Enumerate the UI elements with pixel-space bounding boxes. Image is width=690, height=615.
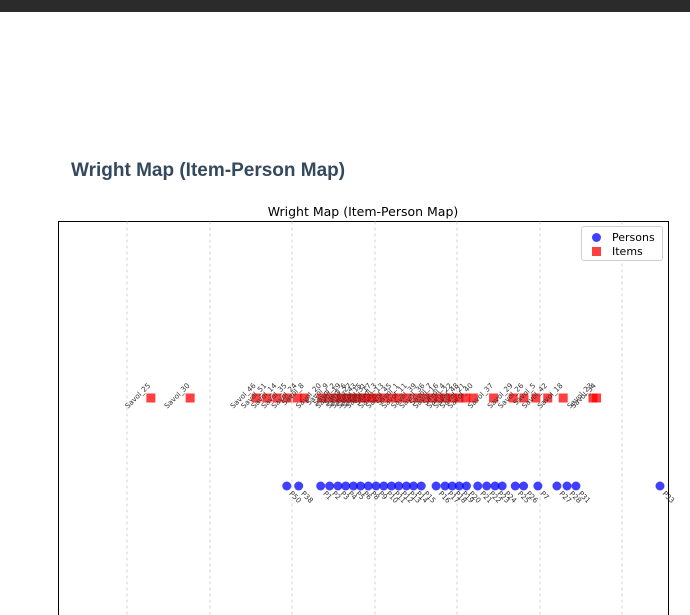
item-marker [185, 393, 195, 403]
item-marker [262, 393, 272, 403]
item-marker [448, 393, 458, 403]
person-marker [294, 481, 304, 491]
person-marker [409, 481, 419, 491]
item-marker [543, 393, 553, 403]
person-marker [379, 481, 389, 491]
item-marker [434, 393, 444, 403]
item-marker [394, 393, 404, 403]
person-marker [356, 481, 366, 491]
item-marker [299, 393, 309, 403]
item-marker [342, 393, 352, 403]
plot-frame [58, 221, 669, 615]
person-marker [454, 481, 464, 491]
person-marker [571, 481, 581, 491]
item-marker [292, 393, 302, 403]
person-marker [440, 481, 450, 491]
person-marker [461, 481, 471, 491]
item-marker [357, 393, 367, 403]
person-marker [490, 481, 500, 491]
person-marker [282, 481, 292, 491]
person-marker [655, 481, 665, 491]
item-marker [347, 393, 357, 403]
item-marker [468, 393, 478, 403]
item-marker [282, 393, 292, 403]
item-marker [592, 393, 602, 403]
item-marker [362, 393, 372, 403]
person-marker [473, 481, 483, 491]
item-marker [352, 393, 362, 403]
item-marker [412, 393, 422, 403]
person-marker [533, 481, 543, 491]
person-marker [416, 481, 426, 491]
item-marker [440, 393, 450, 403]
chart-legend: Persons Items [581, 226, 663, 261]
person-marker [552, 481, 562, 491]
item-marker [324, 393, 334, 403]
legend-entry-items: Items [582, 244, 643, 258]
legend-label-persons: Persons [612, 230, 655, 244]
item-marker [489, 393, 499, 403]
item-marker [427, 393, 437, 403]
gridlines [126, 221, 623, 615]
person-marker [497, 481, 507, 491]
section-heading: Wright Map (Item-Person Map) [71, 160, 346, 181]
legend-label-items: Items [612, 244, 643, 258]
items-marker-icon [592, 246, 601, 256]
person-marker [401, 481, 411, 491]
item-marker [420, 393, 430, 403]
item-marker [558, 393, 568, 403]
person-marker [447, 481, 457, 491]
person-marker [482, 481, 492, 491]
person-marker [325, 481, 335, 491]
browser-top-bar [0, 0, 690, 12]
person-marker [394, 481, 404, 491]
person-marker [431, 481, 441, 491]
item-marker [146, 393, 156, 403]
item-marker [372, 393, 382, 403]
item-marker [272, 393, 282, 403]
item-marker [519, 393, 529, 403]
person-marker [348, 481, 358, 491]
item-marker [379, 393, 389, 403]
persons-marker-icon [592, 232, 601, 242]
item-marker [336, 393, 346, 403]
item-marker [454, 393, 464, 403]
legend-entry-persons: Persons [582, 230, 655, 244]
person-marker [519, 481, 529, 491]
person-marker [363, 481, 373, 491]
item-marker [402, 393, 412, 403]
person-marker [316, 481, 326, 491]
person-marker [387, 481, 396, 491]
person-marker [333, 481, 343, 491]
person-marker [562, 481, 572, 491]
item-marker [317, 393, 327, 403]
person-marker [510, 481, 520, 491]
item-marker [367, 393, 377, 403]
item-marker [531, 393, 541, 403]
chart-title: Wright Map (Item-Person Map) [267, 204, 459, 219]
person-marker [341, 481, 351, 491]
item-marker [387, 393, 397, 403]
item-marker [251, 393, 261, 403]
person-marker [371, 481, 381, 491]
item-marker [508, 393, 518, 403]
item-marker [461, 393, 471, 403]
item-marker [331, 393, 341, 403]
